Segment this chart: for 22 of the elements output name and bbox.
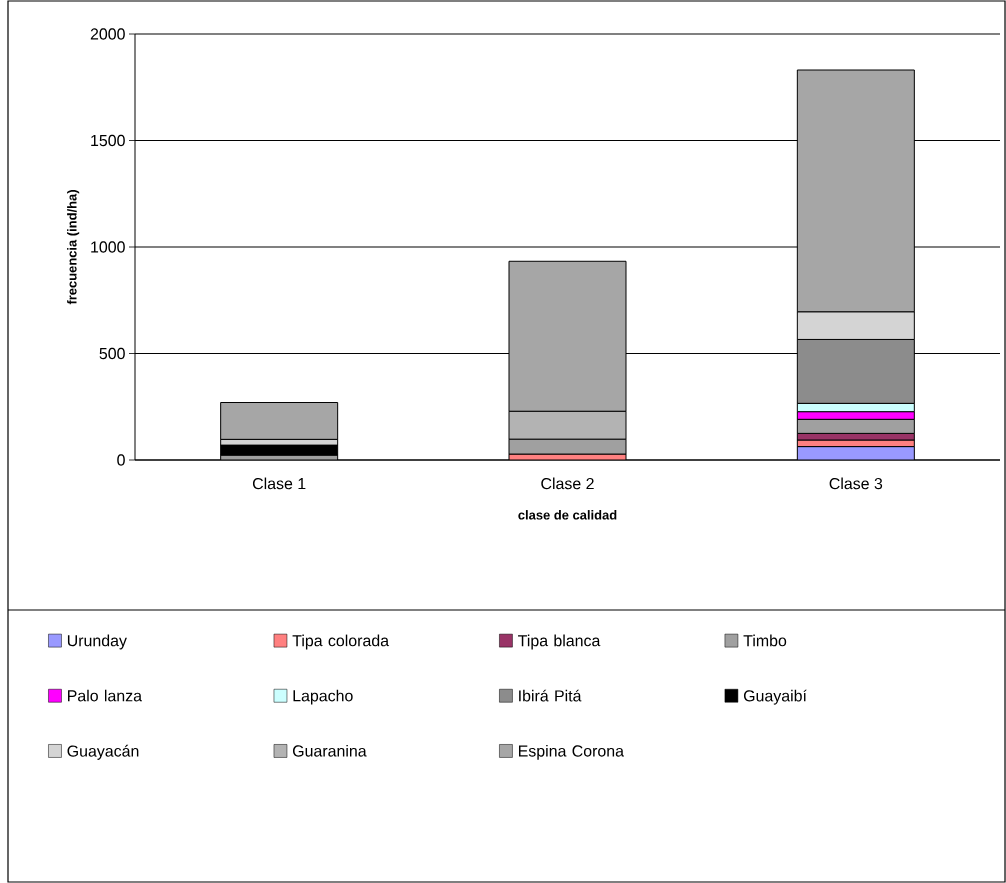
- legend-label: Guayacán: [67, 744, 139, 760]
- x-tick-label: Clase 3: [829, 477, 883, 490]
- legend-label: Palo lanza: [68, 689, 143, 702]
- bar: [220, 444, 339, 456]
- y-tick-label: 2000: [90, 28, 125, 40]
- x-tick-label: Clase 1: [252, 477, 306, 490]
- legend-label: Tipa colorada: [292, 634, 390, 650]
- y-axis-title: frecuencia (ind/ha): [67, 190, 80, 305]
- legend-label: Guayaibí: [743, 689, 807, 705]
- x-axis-title: clase de calidad: [518, 510, 617, 520]
- y-tick-label: 500: [99, 347, 125, 360]
- legend-label: Timbo: [743, 634, 787, 647]
- y-tick-label: 0: [117, 454, 125, 466]
- legend-label: Tipa blanca: [518, 634, 601, 650]
- y-tick-label: 1500: [91, 134, 125, 147]
- legend-label: Guaranina: [292, 744, 367, 757]
- y-tick-label: 1000: [91, 241, 125, 253]
- x-tick-label: Clase 2: [541, 477, 594, 490]
- legend-label: Espina Corona: [518, 744, 624, 760]
- legend-label: Lapacho: [293, 689, 353, 705]
- legend-label: Ibirá Pitá: [519, 689, 582, 702]
- legend-label: Urunday: [67, 634, 127, 650]
